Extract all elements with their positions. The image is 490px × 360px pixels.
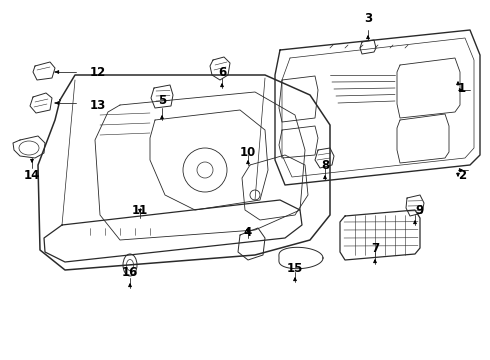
Text: 15: 15 xyxy=(287,261,303,275)
Text: 1: 1 xyxy=(458,81,466,95)
Text: 2: 2 xyxy=(458,168,466,181)
Text: 3: 3 xyxy=(364,12,372,24)
Text: 7: 7 xyxy=(371,242,379,255)
Text: 13: 13 xyxy=(90,99,106,112)
Text: 16: 16 xyxy=(122,266,138,279)
Text: 6: 6 xyxy=(218,66,226,78)
Text: 12: 12 xyxy=(90,66,106,78)
Text: 14: 14 xyxy=(24,168,40,181)
Text: 11: 11 xyxy=(132,203,148,216)
Text: 4: 4 xyxy=(244,225,252,239)
Text: 8: 8 xyxy=(321,158,329,171)
Text: 10: 10 xyxy=(240,145,256,158)
Text: 5: 5 xyxy=(158,94,166,107)
Text: 9: 9 xyxy=(416,203,424,216)
